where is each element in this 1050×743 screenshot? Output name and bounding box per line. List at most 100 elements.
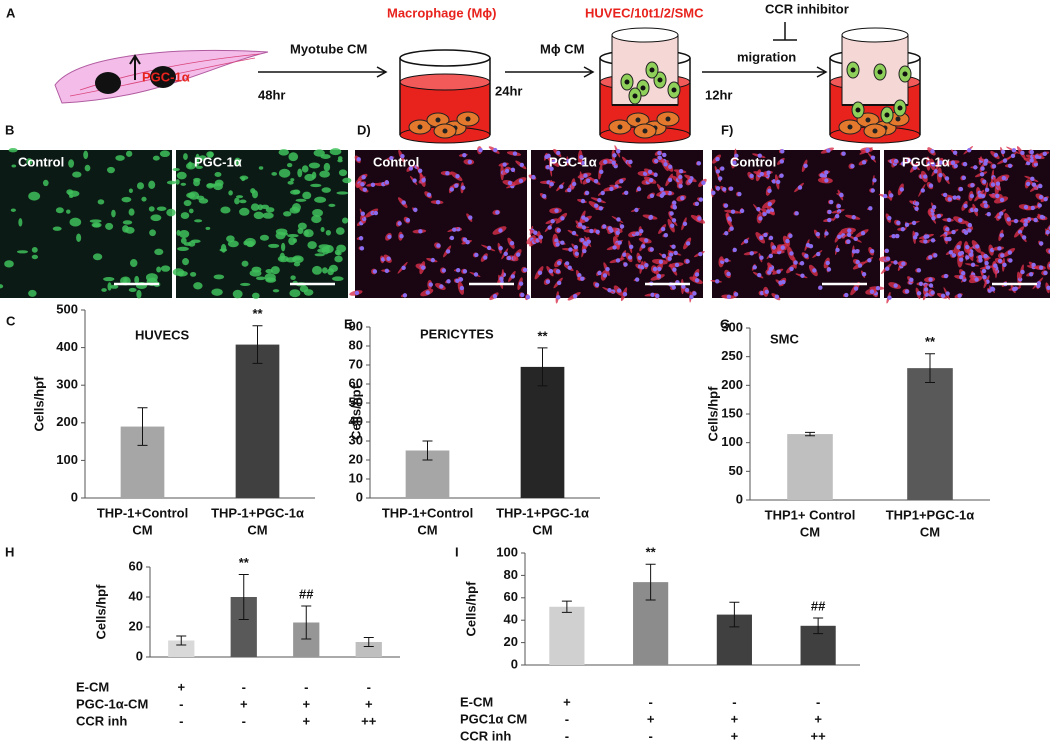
nucleus (559, 184, 564, 189)
nucleus (667, 256, 672, 261)
nucleus (567, 265, 572, 270)
cell (206, 183, 214, 189)
nucleus (399, 233, 404, 239)
cell-label: HUVEC/10t1/2/SMC (585, 5, 704, 20)
cell (11, 164, 17, 168)
nucleus (577, 273, 582, 278)
micrograph-bg (712, 150, 880, 298)
nucleus (938, 172, 943, 178)
nucleus (556, 150, 561, 156)
panel-label: B (5, 122, 14, 137)
cell (301, 165, 309, 173)
cell (190, 239, 201, 244)
nucleus (550, 218, 555, 224)
nucleus (571, 230, 577, 236)
macrophage-nucleus (665, 116, 671, 122)
error-bar (645, 563, 656, 601)
beaker-wall (399, 58, 491, 135)
y-tick-label: 0 (356, 489, 363, 504)
nucleus (759, 235, 764, 241)
nucleus (519, 162, 525, 168)
bar (235, 344, 280, 498)
nucleus (356, 157, 361, 162)
nucleus (975, 244, 980, 249)
nucleus (542, 194, 547, 199)
nucleus (780, 149, 785, 154)
nucleus (696, 161, 702, 166)
nucleus (659, 187, 664, 192)
error-bar (301, 605, 312, 640)
chart-title: SMC (770, 331, 800, 346)
cell (179, 229, 190, 239)
nucleus (648, 215, 653, 220)
y-tick-label: 400 (56, 339, 78, 354)
nucleus (653, 158, 659, 164)
nucleus (1012, 286, 1017, 292)
nucleus (776, 269, 781, 274)
nucleus (655, 293, 660, 299)
nucleus (734, 153, 739, 159)
endothelial-nucleus (657, 77, 663, 83)
nucleus (1045, 230, 1050, 235)
nucleus (767, 201, 772, 207)
nucleus (1043, 270, 1048, 276)
nucleus (635, 231, 640, 236)
nucleus (978, 258, 983, 263)
y-tick-label: 250 (721, 348, 743, 363)
cell (285, 257, 297, 263)
endothelial-nucleus (632, 93, 638, 99)
nucleus (640, 265, 645, 270)
condition-mark: - (242, 713, 246, 728)
y-axis-label: Cells/hpf (31, 376, 46, 432)
nucleus (506, 255, 512, 261)
endothelial-nucleus (855, 107, 861, 113)
nucleus (957, 293, 962, 298)
nucleus (875, 286, 881, 291)
nucleus (531, 174, 536, 180)
x-tick-label: THP-1+PGC-1α (211, 505, 304, 520)
nucleus (694, 201, 700, 207)
y-tick-label: 100 (496, 544, 518, 559)
nucleus (560, 216, 565, 221)
cell (329, 148, 342, 156)
nucleus (597, 270, 602, 276)
nucleus (928, 283, 934, 288)
nucleus (749, 251, 754, 256)
nucleus (715, 186, 721, 191)
cell (280, 232, 289, 236)
y-tick-label: 80 (504, 567, 518, 582)
up-arrow (129, 54, 141, 80)
nucleus (904, 289, 910, 294)
nucleus (1000, 149, 1006, 155)
y-tick-label: 30 (349, 432, 363, 447)
cell (211, 288, 223, 296)
macrophage-nucleus (435, 117, 441, 123)
nucleus (402, 293, 408, 298)
error-bar (561, 600, 572, 613)
nucleus (556, 228, 561, 233)
significance-label: ** (646, 545, 657, 560)
nucleus (373, 210, 379, 216)
cell (148, 180, 156, 189)
nucleus (961, 271, 966, 276)
cell (187, 161, 193, 168)
nucleus (1023, 222, 1028, 227)
condition-mark: + (302, 696, 310, 711)
nucleus (439, 284, 444, 289)
nucleus (923, 287, 929, 292)
endothelial-nucleus (897, 105, 903, 111)
nucleus (974, 277, 979, 282)
nucleus (826, 148, 831, 153)
nucleus (805, 242, 811, 248)
nucleus (1038, 183, 1043, 189)
cell (84, 164, 91, 172)
condition-mark: - (242, 679, 246, 694)
cell (268, 243, 280, 248)
y-tick-label: 40 (349, 413, 363, 428)
y-axis-label: Cells/hpf (93, 584, 108, 640)
nucleus (1008, 258, 1013, 263)
cell (195, 165, 203, 169)
nucleus (426, 192, 432, 198)
condition-mark: + (302, 713, 310, 728)
